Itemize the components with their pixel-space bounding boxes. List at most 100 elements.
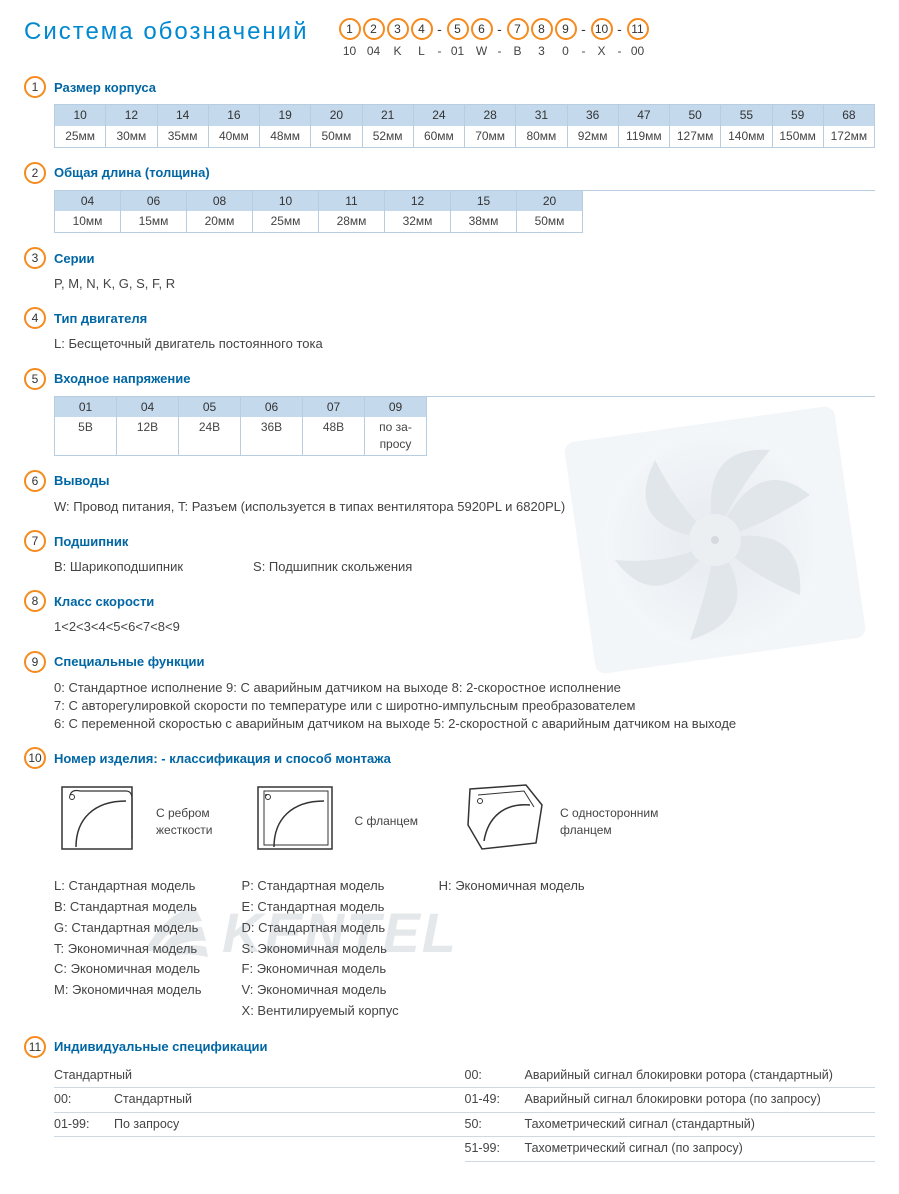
table-value-cell: 30мм bbox=[106, 126, 156, 147]
model-code-line: X: Вентилируемый корпус bbox=[242, 1001, 399, 1022]
example-value: B bbox=[513, 44, 521, 58]
table-value-cell: 32мм bbox=[385, 211, 450, 232]
table-header-cell: 28 bbox=[465, 105, 515, 126]
section-body: 1025мм1230мм1435мм1640мм1948мм2050мм2152… bbox=[24, 104, 875, 148]
position-circle: 8 bbox=[531, 18, 553, 40]
table-col: 59150мм bbox=[773, 105, 824, 148]
table-header-cell: 36 bbox=[568, 105, 618, 126]
section-10: 10Номер изделия: - классификация и спосо… bbox=[24, 747, 875, 1022]
table-header-cell: 10 bbox=[253, 191, 318, 212]
spec-row: 50:Тахометрический сигнал (стандартный) bbox=[465, 1113, 876, 1138]
table-col: 68172мм bbox=[824, 105, 875, 148]
table-value-cell: 48В bbox=[303, 417, 364, 438]
position-circle: 10 bbox=[591, 18, 613, 40]
model-code-line: E: Стандартная модель bbox=[242, 897, 399, 918]
table-value-cell: 25мм bbox=[55, 126, 105, 147]
spec-right-col: 00:Аварийный сигнал блокировки ротора (с… bbox=[465, 1064, 876, 1162]
spec-row: 51-99:Тахометрический сигнал (по запросу… bbox=[465, 1137, 876, 1162]
legend-dash: -- bbox=[435, 18, 445, 58]
section-num-circle: 2 bbox=[24, 162, 46, 184]
section-title: Специальные функции bbox=[54, 654, 205, 669]
table-header-cell: 09 bbox=[365, 397, 426, 418]
section-5: 5Входное напряжение015В0412В0524В0636В07… bbox=[24, 368, 875, 456]
mount-diagram-icon bbox=[252, 779, 342, 864]
table-col: 1025мм bbox=[253, 191, 319, 234]
section-title: Индивидуальные спецификации bbox=[54, 1039, 268, 1054]
legend-pos-1: 110 bbox=[339, 18, 361, 58]
table-value-cell: 119мм bbox=[619, 126, 669, 147]
section-body: 0: Стандартное исполнение 9: С аварийным… bbox=[24, 679, 875, 734]
position-circle: 3 bbox=[387, 18, 409, 40]
table-col: 0636В bbox=[241, 397, 303, 456]
model-code-line: T: Экономичная модель bbox=[54, 939, 202, 960]
section-text: P, M, N, K, G, S, F, R bbox=[54, 275, 875, 293]
section-title: Подшипник bbox=[54, 534, 128, 549]
section-title: Класс скорости bbox=[54, 594, 154, 609]
section-11: 11Индивидуальные спецификацииСтандартный… bbox=[24, 1036, 875, 1162]
model-code-line: S: Экономичная модель bbox=[242, 939, 399, 960]
table-col: 1538мм bbox=[451, 191, 517, 234]
section-body: 0410мм0615мм0820мм1025мм1128мм1232мм1538… bbox=[24, 190, 875, 234]
table-header-cell: 04 bbox=[117, 397, 178, 418]
section-header: 4Тип двигателя bbox=[24, 307, 875, 329]
legend-dash: -- bbox=[495, 18, 505, 58]
section-text-part: B: Шарикоподшипник bbox=[54, 558, 183, 576]
section-header: 6Выводы bbox=[24, 470, 875, 492]
table-header-cell: 68 bbox=[824, 105, 874, 126]
code-legend: 1102043K4L--5016W--7B8390--10X--1100 bbox=[339, 18, 649, 58]
spec-row: 00:Стандартный bbox=[54, 1088, 465, 1113]
table-col: 09по за- просу bbox=[365, 397, 427, 456]
table-col: 3180мм bbox=[516, 105, 567, 148]
table-header-cell: 50 bbox=[670, 105, 720, 126]
section-9: 9Специальные функции0: Стандартное испол… bbox=[24, 651, 875, 734]
legend-pos-2: 204 bbox=[363, 18, 385, 58]
section-header: 10Номер изделия: - классификация и спосо… bbox=[24, 747, 875, 769]
model-code-line: M: Экономичная модель bbox=[54, 980, 202, 1001]
section-text: W: Провод питания, T: Разъем (использует… bbox=[54, 498, 875, 516]
data-table: 1025мм1230мм1435мм1640мм1948мм2050мм2152… bbox=[54, 104, 875, 148]
spec-desc: По запросу bbox=[114, 1116, 179, 1134]
table-header-cell: 47 bbox=[619, 105, 669, 126]
example-value: W bbox=[476, 44, 487, 58]
example-value: X bbox=[597, 44, 605, 58]
mount-diagram-icon bbox=[54, 779, 144, 864]
section-body: 015В0412В0524В0636В0748В09по за- просу bbox=[24, 396, 875, 456]
spec-code: 01-49: bbox=[465, 1091, 525, 1109]
section-text-part: S: Подшипник скольжения bbox=[253, 558, 412, 576]
section-num-circle: 8 bbox=[24, 590, 46, 612]
mount-item: С ребром жесткости bbox=[54, 779, 212, 864]
model-codes-col: H: Экономичная модель bbox=[439, 876, 585, 1022]
section-num-circle: 1 bbox=[24, 76, 46, 98]
section-header: 8 Класс скорости bbox=[24, 590, 875, 612]
table-header-cell: 06 bbox=[241, 397, 302, 418]
table-col: 2460мм bbox=[414, 105, 465, 148]
table-col: 1435мм bbox=[158, 105, 209, 148]
table-col: 0524В bbox=[179, 397, 241, 456]
example-value: 04 bbox=[367, 44, 380, 58]
section-8: 8Класс скорости1<2<3<4<5<6<7<8<9 bbox=[24, 590, 875, 636]
position-circle: 9 bbox=[555, 18, 577, 40]
section-body: B: Шарикоподшипник S: Подшипник скольжени… bbox=[24, 558, 875, 576]
table-col: 0820мм bbox=[187, 191, 253, 234]
legend-pos-8: 83 bbox=[531, 18, 553, 58]
example-value: K bbox=[393, 44, 401, 58]
table-col: 47119мм bbox=[619, 105, 670, 148]
table-value-cell: 24В bbox=[179, 417, 240, 438]
spec-left-col: Стандартный00:Стандартный01-99:По запрос… bbox=[54, 1064, 465, 1162]
section-text-row: B: Шарикоподшипник S: Подшипник скольжени… bbox=[54, 558, 875, 576]
section-num-circle: 7 bbox=[24, 530, 46, 552]
spec-desc: Стандартный bbox=[114, 1091, 192, 1109]
table-value-cell: 28мм bbox=[319, 211, 384, 232]
section-header: 2Общая длина (толщина) bbox=[24, 162, 875, 184]
table-header-cell: 21 bbox=[363, 105, 413, 126]
model-code-line: B: Стандартная модель bbox=[54, 897, 202, 918]
table-value-cell: 20мм bbox=[187, 211, 252, 232]
table-col: 2050мм bbox=[311, 105, 362, 148]
legend-dash: -- bbox=[579, 18, 589, 58]
section-2: 2Общая длина (толщина) 0410мм0615мм0820мм… bbox=[24, 162, 875, 234]
section-title: Серии bbox=[54, 251, 95, 266]
section-header: 7 Подшипник bbox=[24, 530, 875, 552]
section-7: 7 Подшипник B: Шарикоподшипник S: Подшипник… bbox=[24, 530, 875, 576]
section-header: 1Размер корпуса bbox=[24, 76, 875, 98]
legend-pos-5: 501 bbox=[447, 18, 469, 58]
